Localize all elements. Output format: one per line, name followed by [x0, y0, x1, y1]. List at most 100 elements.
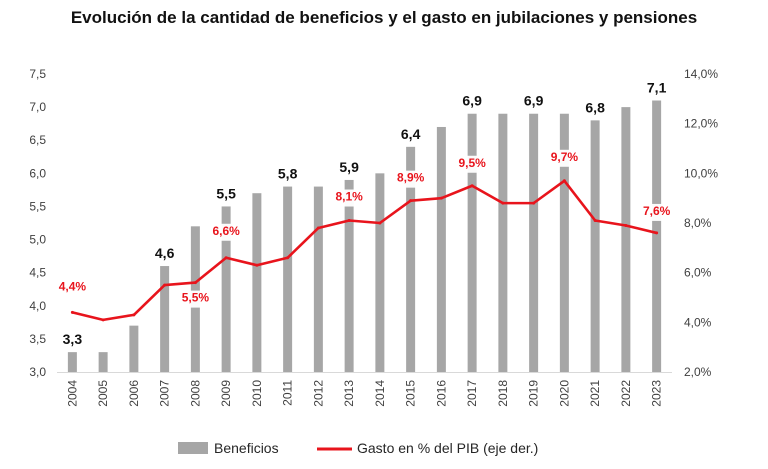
line-point-gasto — [255, 263, 259, 267]
x-tick-label: 2019 — [527, 380, 541, 407]
bar-data-label-bg — [57, 331, 88, 351]
bar-data-label: 7,1 — [647, 79, 667, 95]
x-tick-label: 2011 — [281, 380, 295, 406]
line-point-gasto — [132, 313, 136, 317]
bar-beneficios — [498, 113, 508, 372]
x-tick-label: 2006 — [127, 380, 141, 407]
bar-beneficios — [652, 100, 662, 372]
x-tick-label: 2009 — [219, 380, 233, 407]
line-data-label: 8,1% — [335, 190, 363, 204]
bar-beneficios — [406, 146, 416, 372]
bar-data-label: 5,5 — [216, 185, 236, 201]
line-data-label: 5,5% — [182, 291, 210, 305]
line-data-label: 6,6% — [212, 224, 240, 238]
bar-beneficios — [467, 113, 477, 372]
line-point-gasto — [501, 201, 505, 205]
bar-beneficios — [252, 193, 262, 372]
y-left-tick-label: 3,5 — [29, 332, 46, 346]
bar-beneficios — [590, 120, 600, 372]
line-point-gasto — [439, 196, 443, 200]
bar-beneficios — [344, 179, 354, 372]
bar-data-label: 4,6 — [155, 245, 175, 261]
bar-beneficios — [375, 173, 385, 372]
line-data-label-bg — [455, 155, 490, 173]
bar-beneficios — [559, 113, 569, 372]
y-right-tick-label: 4,0% — [684, 315, 712, 329]
line-data-label: 9,5% — [458, 156, 486, 170]
x-tick-label: 2017 — [465, 380, 479, 407]
line-point-gasto — [470, 184, 474, 188]
x-tick-label: 2007 — [158, 380, 172, 407]
line-point-gasto — [70, 310, 74, 314]
x-tick-label: 2016 — [434, 380, 448, 407]
y-left-tick-label: 5,5 — [29, 199, 46, 213]
line-point-gasto — [378, 221, 382, 225]
bar-data-label: 6,9 — [462, 93, 482, 109]
bar-beneficios — [129, 325, 139, 372]
bar-data-label-bg — [149, 245, 180, 265]
line-data-label: 7,6% — [643, 204, 671, 218]
line-point-gasto — [593, 219, 597, 223]
y-left-tick-label: 7,5 — [29, 67, 46, 81]
bar-beneficios — [436, 126, 446, 372]
line-data-label-bg — [547, 149, 582, 167]
line-point-gasto — [532, 201, 536, 205]
bar-beneficios — [221, 206, 231, 372]
line-data-label-bg — [178, 290, 213, 308]
x-tick-label: 2012 — [311, 380, 325, 407]
bar-data-label-bg — [395, 125, 426, 145]
y-left-tick-label: 5,0 — [29, 233, 46, 247]
bar-beneficios — [313, 186, 323, 372]
y-left-tick-label: 6,5 — [29, 133, 46, 147]
y-right-tick-label: 12,0% — [684, 117, 718, 131]
bar-data-label-bg — [641, 79, 672, 99]
y-right-tick-label: 10,0% — [684, 166, 718, 180]
bar-data-label-bg — [518, 92, 549, 112]
bar-data-label: 6,9 — [524, 93, 544, 109]
x-tick-label: 2013 — [342, 380, 356, 407]
line-gasto-pib — [72, 179, 657, 322]
x-tick-label: 2015 — [404, 380, 418, 407]
line-data-label-bg — [332, 189, 367, 207]
chart-title: Evolución de la cantidad de beneficios y… — [70, 8, 698, 27]
bar-beneficios — [160, 266, 170, 372]
line-point-gasto — [409, 199, 413, 203]
line-data-label-bg — [209, 223, 244, 241]
bar-data-label-bg — [579, 99, 611, 119]
x-tick-label: 2020 — [557, 380, 571, 407]
x-tick-label: 2023 — [650, 380, 664, 407]
bar-data-label-bg — [272, 165, 303, 185]
line-data-label-bg — [639, 203, 674, 221]
line-point-gasto — [163, 283, 167, 287]
bar-data-label-bg — [456, 92, 488, 112]
line-point-gasto — [101, 318, 105, 322]
line-point-gasto — [286, 256, 290, 260]
x-tick-label: 2005 — [96, 380, 110, 407]
legend-swatch-beneficios — [178, 442, 208, 454]
line-data-label: 9,7% — [551, 150, 579, 164]
y-right-tick-label: 2,0% — [684, 365, 712, 379]
line-point-gasto — [224, 256, 228, 260]
y-right-tick-label: 8,0% — [684, 216, 712, 230]
line-data-label-bg — [393, 170, 428, 188]
bar-beneficios — [283, 186, 293, 372]
x-tick-label: 2010 — [250, 380, 264, 407]
bar-beneficios — [98, 352, 108, 372]
line-data-label-bg — [55, 279, 90, 297]
bar-data-label: 5,9 — [339, 159, 359, 175]
bar-data-label: 3,3 — [63, 331, 83, 347]
x-tick-label: 2004 — [65, 380, 79, 407]
line-point-gasto — [347, 219, 351, 223]
y-right-tick-label: 6,0% — [684, 266, 712, 280]
x-tick-label: 2008 — [188, 380, 202, 407]
legend-label-beneficios: Beneficios — [214, 440, 279, 456]
x-tick-label: 2018 — [496, 380, 510, 407]
bar-data-label-bg — [210, 185, 242, 205]
x-tick-label: 2022 — [619, 380, 633, 407]
y-left-tick-label: 4,5 — [29, 266, 46, 280]
y-left-tick-label: 7,0 — [29, 100, 46, 114]
x-tick-label: 2021 — [588, 380, 602, 407]
y-left-tick-label: 4,0 — [29, 299, 46, 313]
line-point-gasto — [193, 281, 197, 285]
line-data-label: 4,4% — [59, 279, 87, 293]
